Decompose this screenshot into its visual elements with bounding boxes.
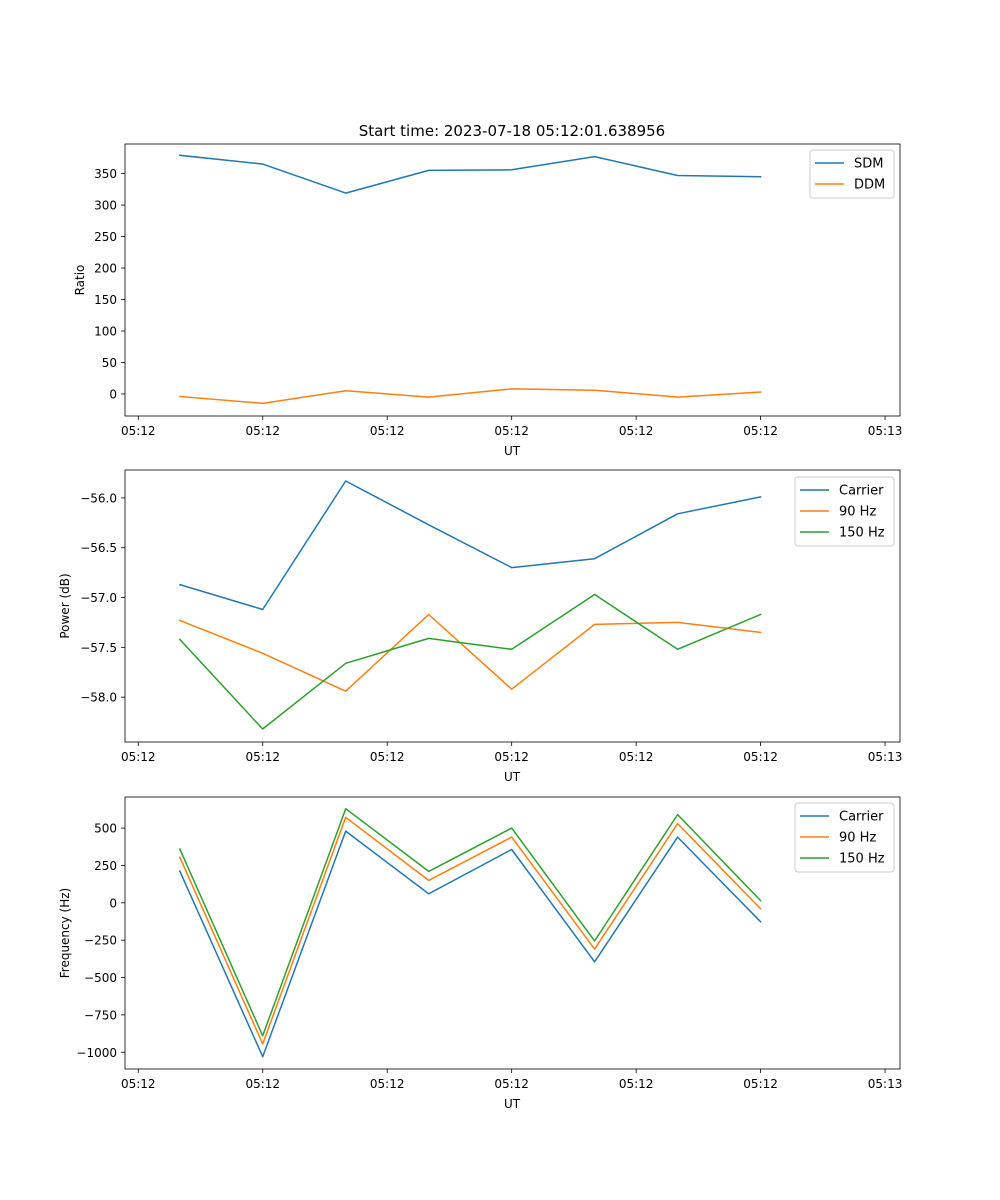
x-tick-label: 05:12 <box>743 424 778 438</box>
y-tick-label: −58.0 <box>80 691 117 705</box>
y-axis-label: Frequency (Hz) <box>58 888 72 979</box>
y-tick-label: −750 <box>84 1008 117 1022</box>
legend-label: Carrier <box>839 484 884 499</box>
legend-label: 90 Hz <box>839 505 876 520</box>
legend-label: Carrier <box>839 810 884 825</box>
x-tick-label: 05:12 <box>245 1077 280 1091</box>
y-axis-label: Ratio <box>73 265 87 296</box>
series-line-sdm <box>178 154 762 194</box>
x-tick-label: 05:12 <box>121 424 156 438</box>
axes-frame <box>124 469 901 743</box>
y-tick-label: −56.0 <box>80 491 117 505</box>
y-axis-label: Power (dB) <box>58 573 72 638</box>
series-line-carrier <box>178 830 762 1058</box>
x-tick-label: 05:12 <box>121 750 156 764</box>
y-tick-label: 350 <box>94 167 117 181</box>
y-tick-label: 50 <box>102 356 117 370</box>
x-tick-label: 05:13 <box>868 750 903 764</box>
y-tick-label: −500 <box>84 971 117 985</box>
x-tick-label: 05:12 <box>245 750 280 764</box>
y-tick-label: 250 <box>94 859 117 873</box>
subplot-frequency: 05:12 05:12 05:12 05:12 05:12 05:12 05:13 −1000… <box>58 796 903 1111</box>
x-tick-label: 05:12 <box>743 1077 778 1091</box>
legend-label: SDM <box>854 157 883 172</box>
y-tick-label: 0 <box>109 896 117 910</box>
legend-label: 90 Hz <box>839 831 876 846</box>
series-line-ddm <box>178 388 762 405</box>
x-tick-label: 05:12 <box>743 750 778 764</box>
y-tick-label: −1000 <box>76 1046 117 1060</box>
legend-box <box>794 802 895 873</box>
y-tick-label: 200 <box>94 262 117 276</box>
subplot-power: 05:12 05:12 05:12 05:12 05:12 05:12 05:13 −58.0… <box>58 469 903 784</box>
x-axis-label: UT <box>504 1097 521 1111</box>
x-tick-label: 05:12 <box>494 424 529 438</box>
y-tick-label: −56.5 <box>80 541 117 555</box>
y-tick-label: −57.0 <box>80 591 117 605</box>
axes-frame <box>124 796 901 1070</box>
series-line-90-hz <box>178 816 762 1045</box>
x-tick-label: 05:12 <box>619 1077 654 1091</box>
y-tick-label: 150 <box>94 293 117 307</box>
x-tick-label: 05:13 <box>868 424 903 438</box>
legend-label: DDM <box>854 178 885 193</box>
y-tick-label: 500 <box>94 822 117 836</box>
y-tick-label: −250 <box>84 934 117 948</box>
x-tick-label: 05:12 <box>619 424 654 438</box>
legend-box <box>794 476 895 547</box>
x-axis-label: UT <box>504 770 521 784</box>
subplot-ratio: 05:12 05:12 05:12 05:12 05:12 05:12 05:13 0 50 10… <box>73 143 903 458</box>
x-axis-label: UT <box>504 444 521 458</box>
figure-title: Start time: 2023-07-18 05:12:01.638956 <box>359 122 665 140</box>
legend-label: 150 Hz <box>839 526 885 541</box>
x-tick-label: 05:13 <box>868 1077 903 1091</box>
x-tick-label: 05:12 <box>121 1077 156 1091</box>
y-tick-label: 250 <box>94 230 117 244</box>
y-tick-label: −57.5 <box>80 641 117 655</box>
legend-label: 150 Hz <box>839 852 885 867</box>
y-tick-label: 300 <box>94 199 117 213</box>
series-line-carrier <box>178 480 762 611</box>
x-tick-label: 05:12 <box>494 1077 529 1091</box>
series-line-90-hz <box>178 613 762 692</box>
series-line-150-hz <box>178 807 762 1037</box>
x-tick-label: 05:12 <box>370 424 405 438</box>
legend-box <box>809 149 895 199</box>
y-tick-label: 0 <box>109 387 117 401</box>
x-tick-label: 05:12 <box>370 1077 405 1091</box>
series-line-150-hz <box>178 593 762 730</box>
x-tick-label: 05:12 <box>370 750 405 764</box>
x-tick-label: 05:12 <box>619 750 654 764</box>
x-tick-label: 05:12 <box>245 424 280 438</box>
axes-frame <box>124 143 901 417</box>
x-tick-label: 05:12 <box>494 750 529 764</box>
y-tick-label: 100 <box>94 325 117 339</box>
